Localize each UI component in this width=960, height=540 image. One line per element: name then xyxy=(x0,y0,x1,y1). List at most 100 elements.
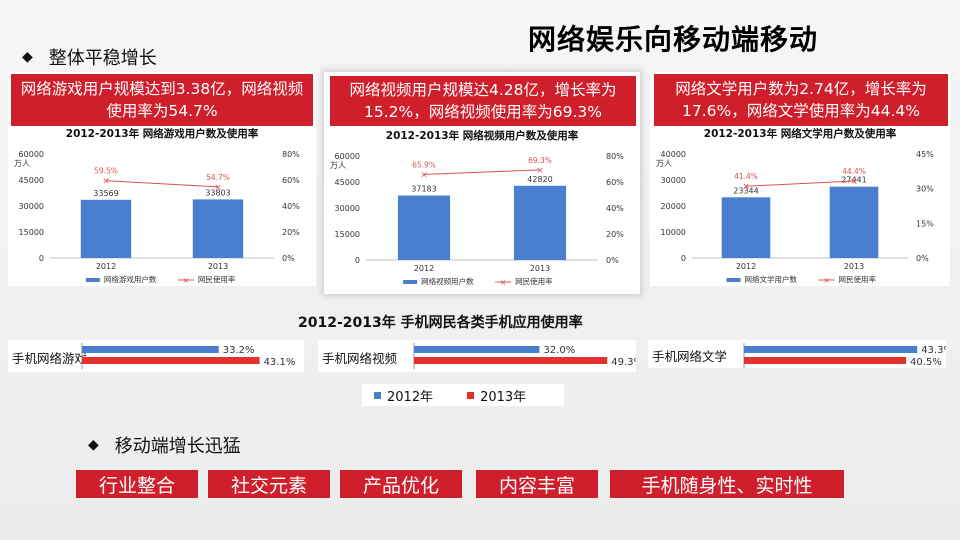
x-tick-label: 2012 xyxy=(96,262,116,271)
y-tick-label: 15000 xyxy=(19,228,44,237)
y-tick-label: 40000 xyxy=(661,150,686,159)
legend-swatch-bar xyxy=(403,280,418,284)
legend-label-bar: 网络视频用户数 xyxy=(421,276,474,286)
chart-title: 2012-2013年 网络游戏用户数及使用率 xyxy=(65,128,259,140)
y2-tick-label: 60% xyxy=(606,178,624,187)
bullet-text: 移动端增长迅猛 xyxy=(114,436,241,457)
legend-label-line: 网民使用率 xyxy=(839,274,877,284)
y-unit-label: 万人 xyxy=(330,161,346,170)
line-marker: × xyxy=(742,182,750,192)
y-tick-label: 30000 xyxy=(335,204,360,213)
bullet-overall-growth: ◆ 整体平稳增长 xyxy=(22,44,157,70)
hbar-svg: 32.0% 49.3% xyxy=(413,343,636,369)
line-data-label: 41.4% xyxy=(734,172,758,181)
bar-2012 xyxy=(397,195,451,260)
y2-tick-label: 45% xyxy=(916,150,934,159)
x-tick-label: 2012 xyxy=(736,262,756,271)
tag-industry-integration: 行业整合 xyxy=(76,470,198,498)
tag-product-optimization: 产品优化 xyxy=(340,470,462,498)
hbar-panel-games: 手机网络游戏 33.2% 43.1% xyxy=(8,340,304,372)
y2-tick-label: 0% xyxy=(282,254,295,263)
legend-swatch-bar xyxy=(726,278,741,282)
legend-label-2013: 2013年 xyxy=(480,389,527,405)
y-tick-label: 45000 xyxy=(19,176,44,185)
hbar-svg: 33.2% 43.1% xyxy=(81,343,296,369)
games-summary-box: 网络游戏用户规模达到3.38亿，网络视频使用率为54.7% xyxy=(11,74,313,126)
line-data-label: 54.7% xyxy=(206,173,230,182)
tag-mobile-realtime: 手机随身性、实时性 xyxy=(610,470,844,498)
hbar-svg: 43.3%40.5% xyxy=(743,343,946,368)
x-tick-label: 2013 xyxy=(844,262,864,271)
bar-2012 xyxy=(80,199,132,258)
legend-swatch-2013 xyxy=(467,391,475,399)
y2-tick-label: 15% xyxy=(916,219,934,228)
legend-label-2012: 2012年 xyxy=(387,389,434,405)
y-unit-label: 万人 xyxy=(14,159,30,168)
legend-marker: × xyxy=(500,278,507,287)
bar-data-label: 23344 xyxy=(733,186,758,195)
legend-label-line: 网民使用率 xyxy=(515,276,553,286)
y-tick-label: 30000 xyxy=(661,176,686,185)
y2-tick-label: 20% xyxy=(606,230,624,239)
y2-tick-label: 0% xyxy=(916,254,929,263)
legend-swatch-2012 xyxy=(374,391,381,399)
hbar-category-label: 手机网络游戏 xyxy=(12,351,88,366)
usage-rate-line xyxy=(423,169,541,175)
bullet-mobile-growth: ◆ 移动端增长迅猛 xyxy=(88,432,241,458)
hbar-panel-video: 手机网络视频 32.0% 49.3% xyxy=(318,340,636,372)
legend-label-line: 网民使用率 xyxy=(198,274,236,284)
chart-panel-video: 网络视频用户规模达4.28亿，增长率为15.2%，网络视频使用率为69.3% 2… xyxy=(324,72,640,294)
y-tick-label: 60000 xyxy=(19,150,44,159)
bar-2013 xyxy=(192,199,244,258)
tag-social-elements: 社交元素 xyxy=(208,470,330,498)
y-tick-label: 0 xyxy=(39,254,44,263)
y2-tick-label: 80% xyxy=(606,152,624,161)
chart-panel-literature: 网络文学用户数为2.74亿，增长率为17.6%，网络文学使用率为44.4% 20… xyxy=(650,72,950,286)
y-tick-label: 0 xyxy=(355,256,360,265)
slide-title: 网络娱乐向移动端移动 xyxy=(528,23,819,56)
x-tick-label: 2013 xyxy=(208,262,228,271)
y2-tick-label: 60% xyxy=(282,176,300,185)
y-tick-label: 45000 xyxy=(335,178,360,187)
mobile-chart-legend: 2012年 2013年 xyxy=(362,384,564,406)
legend-label-bar: 网络游戏用户数 xyxy=(104,274,157,284)
chart-panel-games: 网络游戏用户规模达到3.38亿，网络视频使用率为54.7% 2012-2013年… xyxy=(8,72,316,286)
diamond-bullet-icon: ◆ xyxy=(22,49,33,65)
hbar-label-2013: 49.3% xyxy=(611,357,636,368)
chart-title: 2012-2013年 网络文学用户数及使用率 xyxy=(703,128,897,140)
line-data-label: 69.3% xyxy=(528,156,552,165)
hbar-2012 xyxy=(744,346,918,353)
hbar-label-2013: 43.1% xyxy=(264,357,296,368)
hbar-panel-literature: 手机网络文学 43.3%40.5% xyxy=(648,340,946,368)
x-tick-label: 2012 xyxy=(414,264,434,273)
line-marker: × xyxy=(214,183,222,193)
legend-marker: × xyxy=(182,276,189,285)
line-marker: × xyxy=(102,177,110,187)
y-tick-label: 30000 xyxy=(19,202,44,211)
bar-2013 xyxy=(513,185,567,260)
y2-tick-label: 0% xyxy=(606,256,619,265)
line-data-label: 65.9% xyxy=(412,160,436,169)
mobile-chart-title: 2012-2013年 手机网民各类手机应用使用率 xyxy=(298,315,583,331)
bar-data-label: 27441 xyxy=(841,176,866,185)
y-unit-label: 万人 xyxy=(656,159,672,168)
bullet-text: 整体平稳增长 xyxy=(48,48,157,69)
y2-tick-label: 80% xyxy=(282,150,300,159)
tag-rich-content: 内容丰富 xyxy=(476,470,598,498)
y2-tick-label: 20% xyxy=(282,228,300,237)
hbar-2012 xyxy=(414,346,540,353)
bar-data-label: 37183 xyxy=(411,185,436,194)
bar-data-label: 42820 xyxy=(527,175,552,184)
usage-rate-line xyxy=(105,180,219,188)
y-tick-label: 60000 xyxy=(335,152,360,161)
y2-tick-label: 40% xyxy=(282,202,300,211)
hbar-label-2012: 43.3% xyxy=(921,345,946,356)
legend-swatch-bar xyxy=(85,278,100,282)
bar-data-label: 33569 xyxy=(93,189,118,198)
hbar-2013 xyxy=(414,357,608,364)
literature-chart-svg: 40000 30000 20000 10000 0 万人 45% 30% 15% 0% 23344 2… xyxy=(656,150,934,285)
usage-rate-line xyxy=(745,180,855,187)
line-data-label: 44.4% xyxy=(842,167,866,176)
y-tick-label: 0 xyxy=(681,254,686,263)
line-data-label: 59.5% xyxy=(94,167,118,176)
